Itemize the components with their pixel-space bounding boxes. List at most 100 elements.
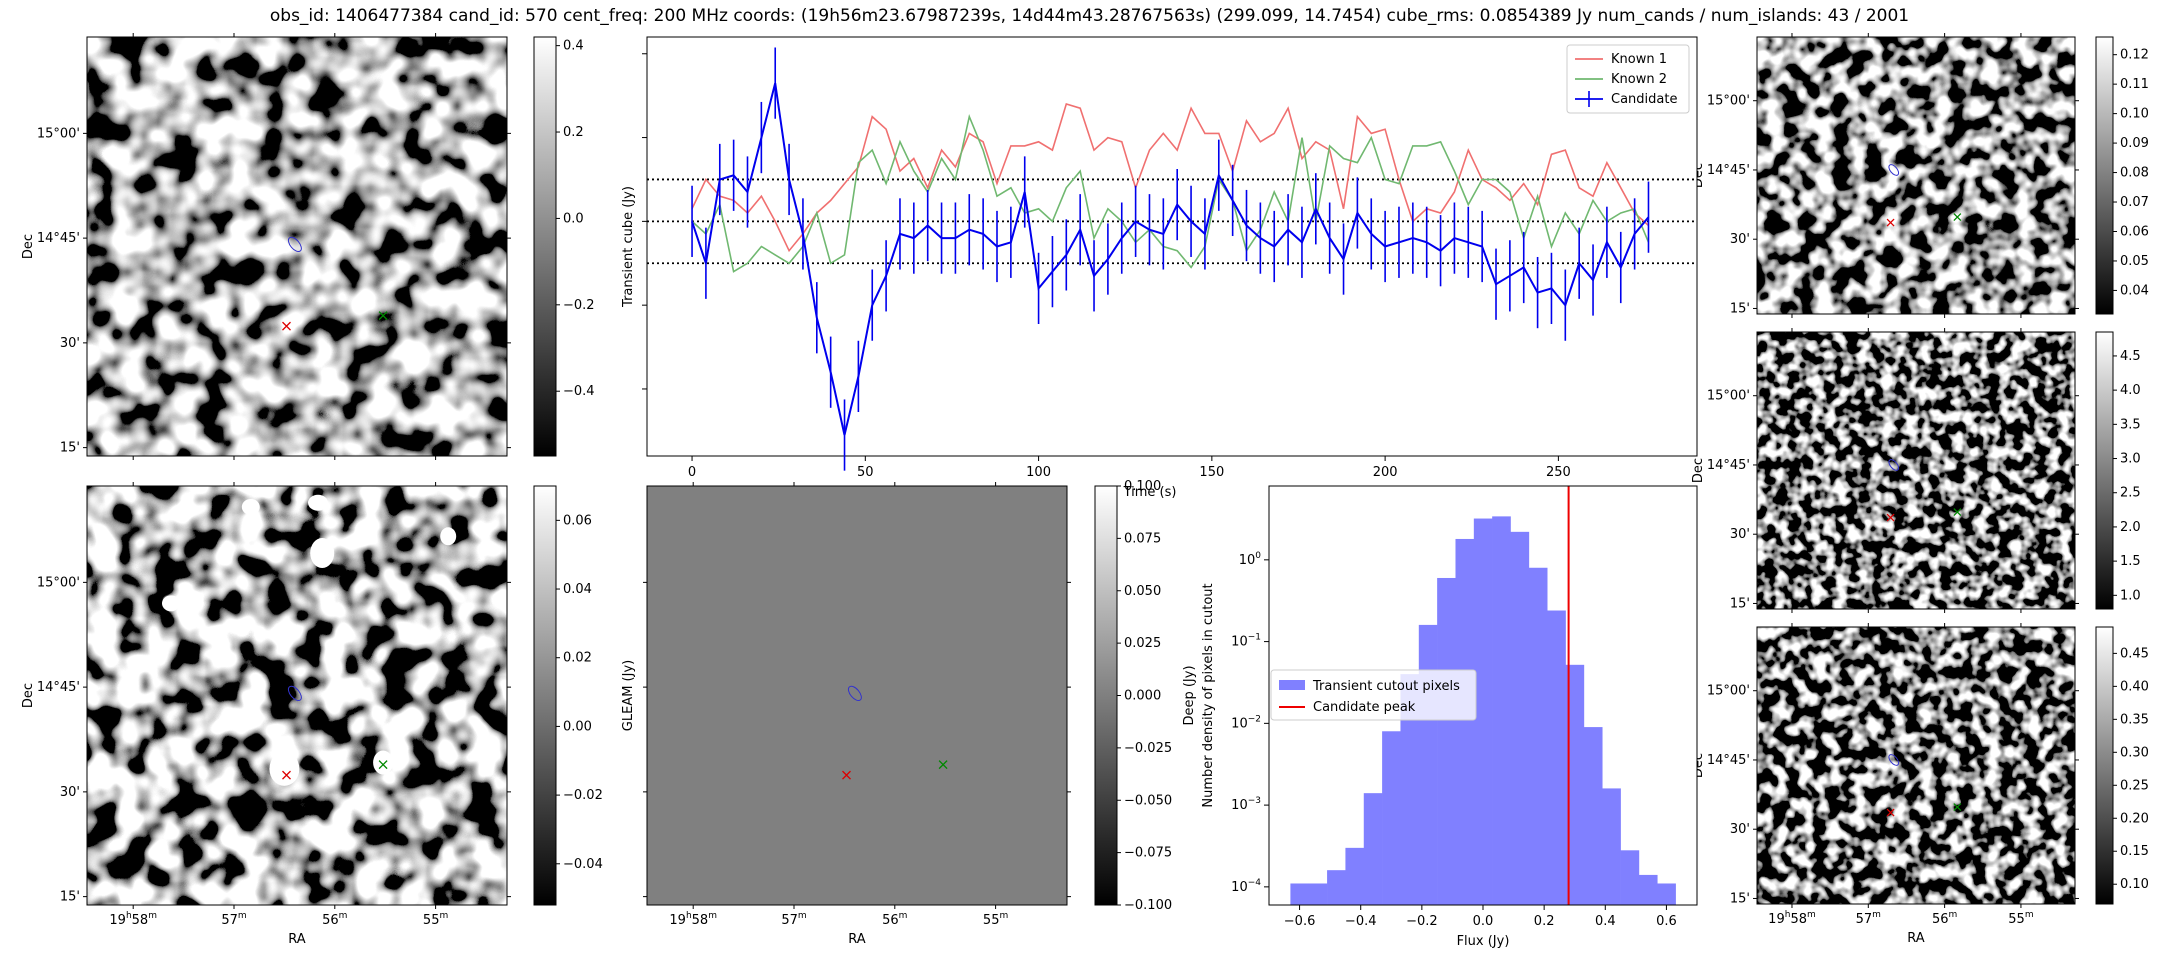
histogram-bar	[1290, 883, 1310, 905]
image-pixels	[1757, 627, 2075, 904]
ra-tick-label: 19h58m	[109, 911, 157, 928]
y-tick-label: 10−2	[1231, 714, 1261, 731]
colorbar-tick-label: 0.05	[2120, 254, 2149, 269]
y-tick-label: 10−1	[1231, 633, 1261, 650]
colorbar-tick-label: 0.20	[2120, 811, 2149, 826]
colorbar-tick-label: 0.25	[2120, 778, 2149, 793]
colorbar-tick-label: 0.10	[2120, 877, 2149, 892]
histogram-bar	[1565, 664, 1585, 905]
x-tick-label: 0.4	[1595, 914, 1616, 929]
bright-source	[373, 750, 394, 775]
legend: Known 1 Known 2 Candidate	[1566, 44, 1690, 114]
x-tick-label: 0.0	[1473, 914, 1494, 929]
colorbar-tick-label: 0.050	[1124, 584, 1161, 599]
red-x-marker	[282, 770, 291, 780]
colorbar-tick-label: 0.00	[563, 719, 592, 734]
candidate-ellipse	[287, 236, 302, 253]
legend-entry: Transient cutout pixels	[1312, 679, 1460, 694]
green-x-marker	[378, 760, 388, 770]
x-axis-label: Flux (Jy)	[1457, 934, 1510, 949]
colorbar-gradient-bar	[2095, 331, 2114, 610]
colorbar-tick-label: 0.12	[2120, 48, 2149, 63]
ra-axis-label: RA	[848, 932, 866, 947]
colorbar-tick-label: 0.15	[2120, 844, 2149, 859]
dec-axis-label: Dec	[1691, 458, 1706, 483]
dec-tick-label: 15'	[1730, 891, 1750, 906]
legend-entry: Candidate peak	[1313, 700, 1416, 715]
histogram-axes: 100 10−1 10−2 10−3 10−4 −0.6 −0.4 −0.2 0.0 0.2 0.4…	[1201, 485, 1698, 949]
legend-box	[1566, 44, 1690, 114]
histogram-bar	[1510, 531, 1530, 905]
colorbar-tick-label: 0.2	[563, 125, 584, 140]
candidate-ellipse	[1888, 754, 1900, 766]
histogram-bar	[1620, 850, 1640, 905]
ra-axis-label: RA	[1907, 931, 1925, 946]
colorbar-tick-label: 0.35	[2120, 712, 2149, 727]
dec-tick-label: 15'	[60, 890, 80, 905]
legend-swatch	[1279, 680, 1305, 690]
red-x-marker	[1886, 218, 1895, 227]
colorbar-tick-label: −0.100	[1124, 898, 1172, 913]
image-panel-rms: 15°00'14°45'30'15'Dec	[1691, 33, 2079, 318]
histogram-bar	[1602, 788, 1621, 905]
histogram-bar	[1327, 870, 1346, 905]
green-x-marker	[1953, 803, 1962, 812]
series-line	[691, 103, 1650, 253]
histogram-bar	[1308, 883, 1328, 905]
ra-tick-label: 19h58m	[669, 911, 717, 928]
y-tick-label: 10−3	[1231, 796, 1261, 813]
colorbar-tick-label: 0.04	[563, 582, 592, 597]
x-axis-label: Time (s)	[1123, 485, 1177, 500]
histogram-bar	[1657, 883, 1676, 905]
dec-tick-label: 14°45'	[37, 680, 80, 695]
colorbar-label: GLEAM (Jy)	[621, 660, 636, 731]
dec-tick-label: 30'	[1730, 232, 1750, 247]
dec-tick-label: 15°00'	[1707, 389, 1750, 404]
colorbar-tick-label: 0.11	[2120, 77, 2149, 92]
colorbar-tick-label: 2.5	[2120, 486, 2141, 501]
colorbar-tick-label: 4.0	[2120, 383, 2141, 398]
colorbar-gradient-bar	[2095, 626, 2114, 905]
bright-source	[308, 494, 328, 511]
y-axis-label: Number density of pixels in cutout	[1201, 583, 1216, 807]
candidate-ellipse	[847, 685, 862, 702]
dec-tick-label: 15'	[1730, 596, 1750, 611]
ra-tick-label: 57m	[221, 911, 246, 928]
dec-axis-label: Dec	[21, 683, 36, 708]
colorbar-tick-label: 1.5	[2120, 554, 2141, 569]
colorbar-tick-label: 0.075	[1124, 531, 1161, 546]
colorbar-tick-label: 0.07	[2120, 195, 2149, 210]
green-x-marker	[378, 311, 388, 321]
dec-tick-label: 30'	[60, 336, 80, 351]
red-x-marker	[1886, 513, 1895, 522]
colorbar-tick-label: 0.06	[563, 513, 592, 528]
ra-tick-label: 57m	[781, 911, 806, 928]
bright-source	[269, 751, 300, 786]
axes-frame	[1756, 331, 2076, 610]
colorbar-transient: 0.4 0.2 0.0 −0.2 −0.4 Transient cube (Jy)	[533, 36, 636, 457]
ra-tick-label: 56m	[1932, 910, 1957, 927]
y-tick-label: 10−4	[1231, 878, 1261, 895]
green-x-marker	[938, 760, 948, 770]
dec-tick-label: 15'	[1730, 301, 1750, 316]
bright-source	[310, 538, 335, 569]
axes-frame	[86, 36, 508, 457]
histogram-bar	[1492, 516, 1511, 905]
axes-frame	[1756, 626, 2076, 905]
candidate-ellipse	[1888, 459, 1900, 471]
series-line	[691, 113, 1650, 273]
dec-tick-label: 30'	[1730, 527, 1750, 542]
colorbar-gradient-bar	[1094, 485, 1118, 906]
ra-tick-label: 56m	[882, 911, 907, 928]
colorbar-tick-label: 0.025	[1124, 636, 1161, 651]
ra-tick-label: 55m	[2008, 910, 2033, 927]
colorbar-tick-label: −0.4	[563, 384, 595, 399]
histogram-bar	[1547, 610, 1566, 905]
axes-frame	[1756, 36, 2076, 315]
legend: Transient cutout pixels Candidate peak	[1270, 669, 1477, 721]
dec-tick-label: 30'	[60, 785, 80, 800]
colorbar-spike: 4.54.03.53.02.52.01.51.0spike = 3.95 (0.…	[2095, 331, 2179, 610]
green-x-marker	[1953, 213, 1962, 222]
image-pixels	[1757, 332, 2075, 609]
